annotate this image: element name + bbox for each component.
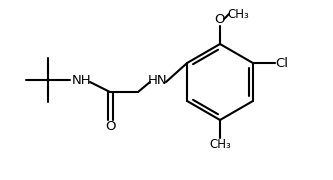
Text: O: O bbox=[215, 12, 225, 26]
Text: CH₃: CH₃ bbox=[227, 8, 249, 21]
Text: HN: HN bbox=[148, 73, 168, 87]
Text: CH₃: CH₃ bbox=[209, 138, 231, 152]
Text: Cl: Cl bbox=[275, 57, 288, 69]
Text: NH: NH bbox=[72, 73, 92, 87]
Text: O: O bbox=[105, 120, 115, 134]
